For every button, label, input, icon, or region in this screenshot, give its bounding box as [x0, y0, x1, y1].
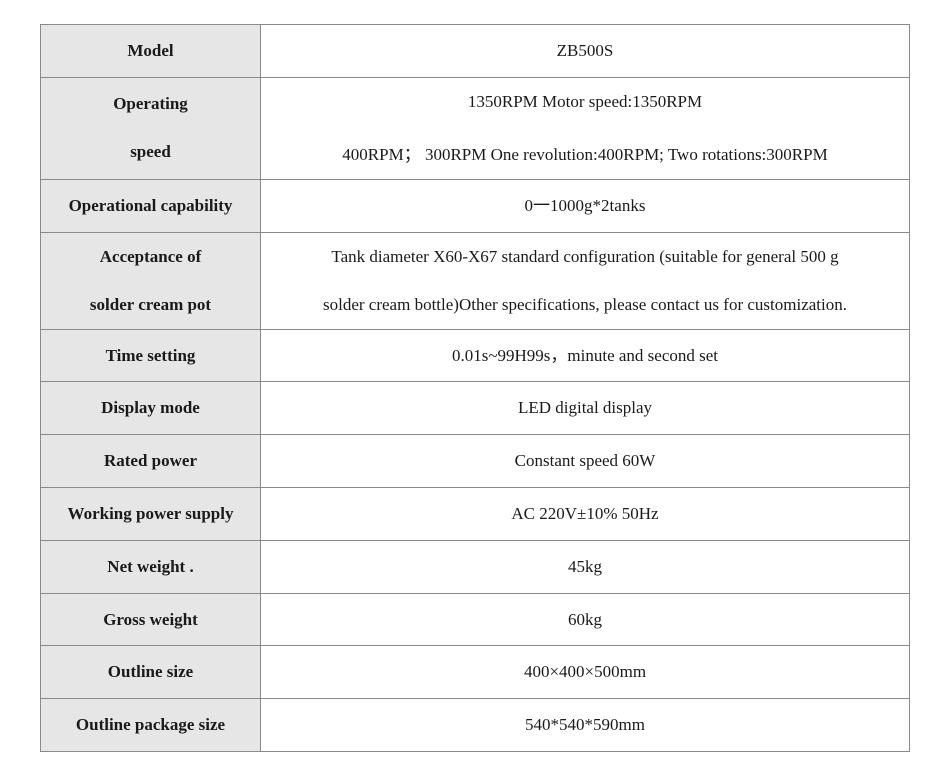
spec-value-text: 1350RPM Motor speed:1350RPM — [261, 78, 909, 126]
spec-value-text: 0.01s~99H99s，minute and second set — [261, 330, 909, 382]
page-wrap: ModelZB500SOperatingspeed1350RPM Motor s… — [0, 0, 950, 776]
spec-label-text: Acceptance of — [41, 233, 260, 281]
spec-value-text: 540*540*590mm — [261, 699, 909, 751]
spec-value-text: AC 220V±10% 50Hz — [261, 488, 909, 540]
spec-table-body: ModelZB500SOperatingspeed1350RPM Motor s… — [41, 25, 910, 752]
spec-label-text: speed — [41, 128, 260, 176]
spec-value-text: Constant speed 60W — [261, 435, 909, 487]
spec-value-cell: 400×400×500mm — [261, 646, 910, 699]
spec-label-cell: Time setting — [41, 329, 261, 382]
table-row: Gross weight60kg — [41, 593, 910, 646]
spec-label-text: Time setting — [41, 330, 260, 382]
spec-label-cell: Rated power — [41, 435, 261, 488]
spec-label-text: Gross weight — [41, 594, 260, 646]
spec-value-cell: 45kg — [261, 540, 910, 593]
spec-value-text: 400RPM； 300RPM One revolution:400RPM; Tw… — [261, 126, 909, 179]
table-row: Operatingspeed1350RPM Motor speed:1350RP… — [41, 77, 910, 179]
spec-label-cell: Model — [41, 25, 261, 78]
spec-value-cell: 60kg — [261, 593, 910, 646]
spec-label-text: Display mode — [41, 382, 260, 434]
spec-table: ModelZB500SOperatingspeed1350RPM Motor s… — [40, 24, 910, 752]
table-row: ModelZB500S — [41, 25, 910, 78]
table-row: Working power supplyAC 220V±10% 50Hz — [41, 487, 910, 540]
spec-value-cell: Tank diameter X60-X67 standard configura… — [261, 232, 910, 329]
spec-label-text: Working power supply — [41, 488, 260, 540]
spec-value-cell: 0.01s~99H99s，minute and second set — [261, 329, 910, 382]
spec-label-text: solder cream pot — [41, 281, 260, 329]
spec-label-text: Rated power — [41, 435, 260, 487]
spec-value-text: 45kg — [261, 541, 909, 593]
spec-label-text: Operational capability — [41, 180, 260, 232]
spec-label-text: Model — [41, 25, 260, 77]
spec-value-text: 400×400×500mm — [261, 646, 909, 698]
spec-label-text: Operating — [41, 80, 260, 128]
spec-label-cell: Display mode — [41, 382, 261, 435]
spec-value-text: solder cream bottle)Other specifications… — [261, 281, 909, 329]
spec-value-cell: Constant speed 60W — [261, 435, 910, 488]
table-row: Time setting0.01s~99H99s，minute and seco… — [41, 329, 910, 382]
spec-label-cell: Net weight . — [41, 540, 261, 593]
spec-value-cell: ZB500S — [261, 25, 910, 78]
spec-label-cell: Operatingspeed — [41, 77, 261, 179]
table-row: Operational capability0一1000g*2tanks — [41, 179, 910, 232]
spec-value-text: LED digital display — [261, 382, 909, 434]
spec-label-cell: Gross weight — [41, 593, 261, 646]
spec-value-text: 0一1000g*2tanks — [261, 180, 909, 232]
spec-value-cell: LED digital display — [261, 382, 910, 435]
spec-value-cell: AC 220V±10% 50Hz — [261, 487, 910, 540]
spec-label-cell: Outline package size — [41, 699, 261, 752]
spec-label-cell: Operational capability — [41, 179, 261, 232]
spec-value-cell: 540*540*590mm — [261, 699, 910, 752]
spec-label-cell: Acceptance ofsolder cream pot — [41, 232, 261, 329]
spec-value-text: ZB500S — [261, 25, 909, 77]
spec-label-text: Net weight . — [41, 541, 260, 593]
spec-value-cell: 0一1000g*2tanks — [261, 179, 910, 232]
spec-label-text: Outline package size — [41, 699, 260, 751]
spec-value-text: Tank diameter X60-X67 standard configura… — [261, 233, 909, 281]
table-row: Acceptance ofsolder cream potTank diamet… — [41, 232, 910, 329]
spec-value-cell: 1350RPM Motor speed:1350RPM400RPM； 300RP… — [261, 77, 910, 179]
spec-label-cell: Working power supply — [41, 487, 261, 540]
table-row: Rated powerConstant speed 60W — [41, 435, 910, 488]
spec-label-cell: Outline size — [41, 646, 261, 699]
spec-value-text: 60kg — [261, 594, 909, 646]
table-row: Outline package size540*540*590mm — [41, 699, 910, 752]
table-row: Outline size400×400×500mm — [41, 646, 910, 699]
table-row: Net weight .45kg — [41, 540, 910, 593]
spec-label-text: Outline size — [41, 646, 260, 698]
table-row: Display modeLED digital display — [41, 382, 910, 435]
